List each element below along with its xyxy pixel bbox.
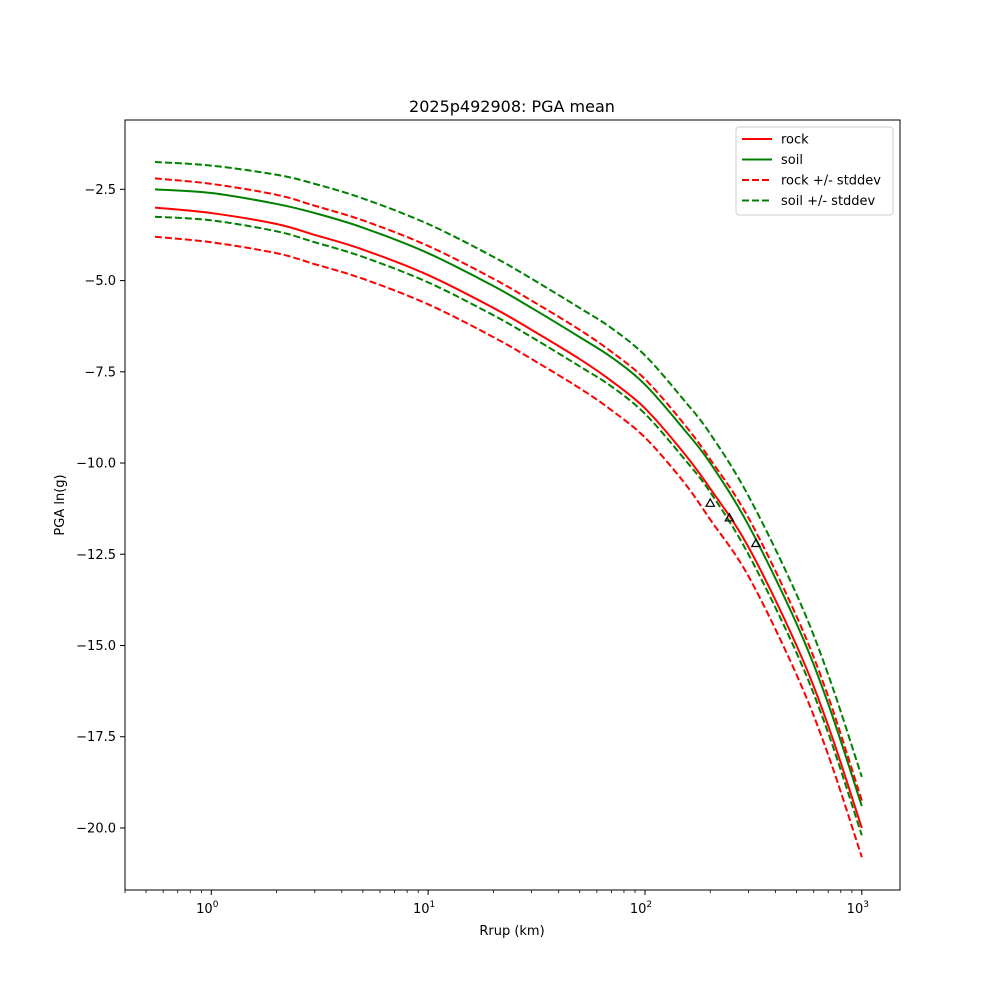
y-tick-label-5: −15.0 bbox=[76, 639, 116, 654]
observation-marker-2 bbox=[750, 537, 762, 548]
legend-label-2: rock +/- stddev bbox=[781, 174, 881, 189]
legend-box bbox=[735, 126, 894, 216]
series-line-0 bbox=[154, 206, 863, 829]
x-axis-label: Rrup (km) bbox=[479, 924, 544, 939]
y-tick-label-2: −7.5 bbox=[84, 365, 116, 380]
legend-label-3: soil +/- stddev bbox=[781, 194, 876, 209]
axes-frame bbox=[124, 119, 901, 891]
y-tick-label-0: −2.5 bbox=[84, 183, 116, 198]
y-tick-label-4: −12.5 bbox=[76, 548, 116, 563]
legend-label-1: soil bbox=[781, 153, 803, 168]
axes: −2.5−5.0−7.5−10.0−12.5−15.0−17.5−20.0100… bbox=[76, 119, 901, 917]
series-line-5 bbox=[154, 215, 863, 836]
y-tick-label-6: −17.5 bbox=[76, 730, 116, 745]
y-axis-label: PGA ln(g) bbox=[53, 474, 68, 535]
y-tick-label-3: −10.0 bbox=[76, 457, 116, 472]
chart-title: 2025p492908: PGA mean bbox=[409, 97, 615, 116]
observation-marker-0 bbox=[705, 497, 716, 507]
plot-area bbox=[154, 160, 863, 858]
y-tick-label-1: −5.0 bbox=[84, 274, 116, 289]
observation-marker-1 bbox=[724, 512, 735, 522]
series-line-1 bbox=[154, 188, 863, 807]
series-line-2 bbox=[154, 177, 863, 801]
legend: rock soil rock +/- stddev soil +/- stddev bbox=[735, 126, 894, 216]
series-line-3 bbox=[154, 235, 863, 858]
legend-label-0: rock bbox=[781, 133, 809, 148]
y-tick-label-7: −20.0 bbox=[76, 821, 116, 836]
series-line-4 bbox=[154, 160, 863, 778]
